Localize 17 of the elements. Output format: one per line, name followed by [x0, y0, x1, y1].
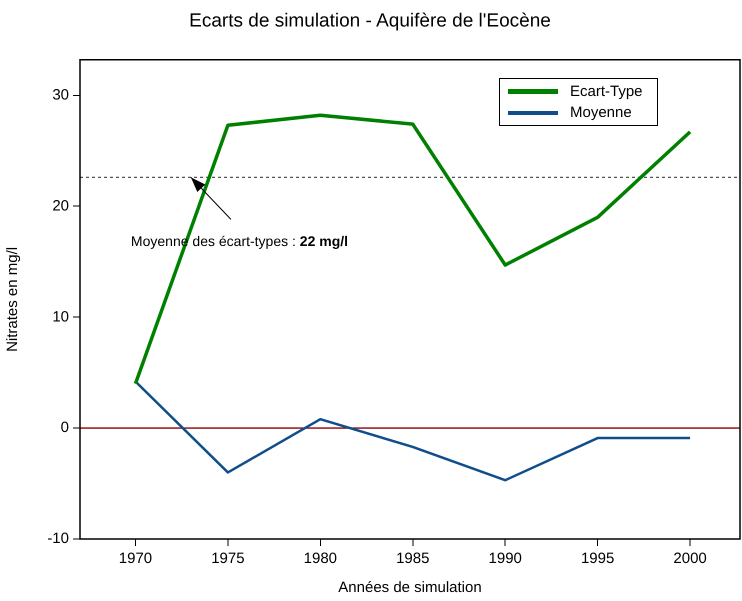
x-tick-label: 1995: [580, 550, 614, 568]
y-axis-title: Nitrates en mg/l: [4, 246, 22, 352]
x-axis-title: Années de simulation: [338, 579, 482, 596]
x-tick-label: 1975: [211, 550, 245, 568]
y-tick-label: 0: [60, 419, 69, 436]
chart-title: Ecarts de simulation - Aquifère de l'Eocène: [189, 10, 551, 32]
y-tick-label: -10: [47, 530, 69, 548]
legend-label: Moyenne: [570, 104, 632, 121]
x-tick-label: 1980: [304, 550, 338, 568]
x-tick-label: 1990: [488, 550, 522, 568]
y-tick-label: 10: [52, 308, 69, 326]
legend-label: Ecart-Type: [570, 83, 643, 100]
y-tick-label: 20: [52, 197, 69, 214]
y-tick-label: 30: [52, 86, 69, 104]
x-tick-label: 1985: [396, 550, 430, 568]
x-tick-label: 2000: [673, 550, 707, 568]
x-tick-label: 1970: [118, 550, 152, 568]
